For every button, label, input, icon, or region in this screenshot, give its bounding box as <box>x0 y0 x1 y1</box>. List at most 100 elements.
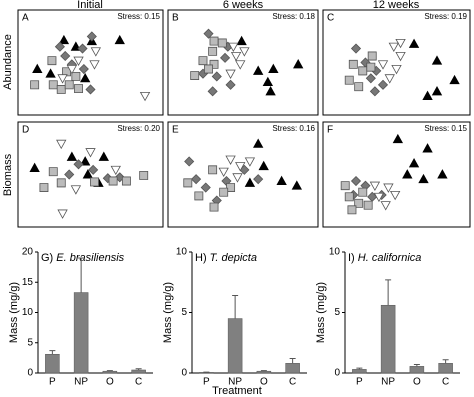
point <box>218 167 229 178</box>
point <box>380 201 391 211</box>
point <box>200 182 211 193</box>
point <box>348 59 358 69</box>
y-tick-label: 5 <box>27 337 33 348</box>
point <box>253 65 264 75</box>
point <box>82 169 94 179</box>
point <box>211 71 222 82</box>
species-name: E. brasiliensis <box>56 252 124 264</box>
point <box>60 50 71 62</box>
point <box>265 86 276 96</box>
chart-title: I) H. californica <box>348 252 421 264</box>
stress-label: Stress: 0.18 <box>272 12 315 21</box>
point <box>32 63 43 74</box>
point <box>217 38 227 48</box>
panel-label: A <box>22 13 29 24</box>
error-bar <box>106 370 113 372</box>
panel-frame <box>167 121 319 228</box>
x-tick-label: O <box>413 377 421 388</box>
y-tick-label: 20 <box>22 247 34 258</box>
bar <box>227 318 243 374</box>
x-tick-label: O <box>106 377 114 388</box>
point <box>121 176 131 186</box>
error-bar <box>232 295 239 319</box>
x-tick-label: P <box>356 377 363 388</box>
point <box>219 52 231 63</box>
point <box>54 41 65 52</box>
point <box>56 85 66 94</box>
stress-label: Stress: 0.19 <box>424 12 467 21</box>
point <box>228 42 239 53</box>
panel-frame <box>167 9 319 116</box>
point <box>366 62 376 72</box>
point <box>66 65 78 75</box>
point <box>208 165 218 175</box>
point <box>204 64 213 74</box>
error-bar <box>78 257 85 293</box>
x-tick-label: C <box>442 377 449 388</box>
point <box>344 192 354 202</box>
point <box>89 60 100 70</box>
y-axis-label: Mass (mg/g) <box>315 282 327 343</box>
point <box>449 74 460 85</box>
error-bar <box>289 357 296 364</box>
point <box>73 56 84 66</box>
bar <box>73 292 89 374</box>
point <box>431 55 443 65</box>
point <box>64 169 75 180</box>
point <box>39 183 49 192</box>
point <box>418 173 429 184</box>
point <box>253 138 264 148</box>
y-tick-label: 10 <box>22 307 34 318</box>
point <box>57 74 68 84</box>
point <box>391 65 402 75</box>
point <box>235 162 246 172</box>
point <box>395 51 406 62</box>
y-axis-label: Mass (mg/g) <box>162 282 174 343</box>
panel-label: D <box>22 125 29 136</box>
column-title: Initial <box>77 0 103 11</box>
point <box>369 181 381 191</box>
stress-label: Stress: 0.15 <box>424 124 467 133</box>
point <box>358 187 368 197</box>
point <box>244 177 256 187</box>
error-bar <box>260 370 267 372</box>
bar <box>131 369 146 374</box>
point <box>48 80 58 90</box>
bar <box>380 304 396 374</box>
chart-title: H) T. depicta <box>195 252 257 264</box>
point <box>203 28 214 39</box>
point <box>258 160 269 171</box>
point <box>358 66 368 76</box>
point <box>86 31 97 42</box>
x-tick-label: P <box>49 377 56 388</box>
point <box>73 159 84 170</box>
point <box>408 158 420 168</box>
point <box>29 162 40 172</box>
x-tick-label: C <box>289 377 296 388</box>
point <box>367 51 377 61</box>
point <box>209 202 219 212</box>
x-tick-label: NP <box>381 377 395 388</box>
point <box>45 68 56 78</box>
row-label: Biomass <box>2 153 14 196</box>
point <box>244 157 256 167</box>
x-tick-label: P <box>203 377 210 388</box>
x-tick-label: O <box>260 377 268 388</box>
point <box>276 175 287 186</box>
point <box>62 67 72 77</box>
point <box>198 56 208 66</box>
point <box>232 173 243 183</box>
panel-label: E <box>172 125 179 136</box>
bar <box>352 369 367 374</box>
point <box>48 167 58 177</box>
point <box>80 72 91 83</box>
point <box>30 80 40 90</box>
point <box>58 34 70 45</box>
point <box>340 181 350 191</box>
panel-frame <box>17 121 164 228</box>
panel-label: F <box>327 125 333 136</box>
point <box>388 42 399 53</box>
point <box>139 170 149 180</box>
point <box>88 164 99 175</box>
